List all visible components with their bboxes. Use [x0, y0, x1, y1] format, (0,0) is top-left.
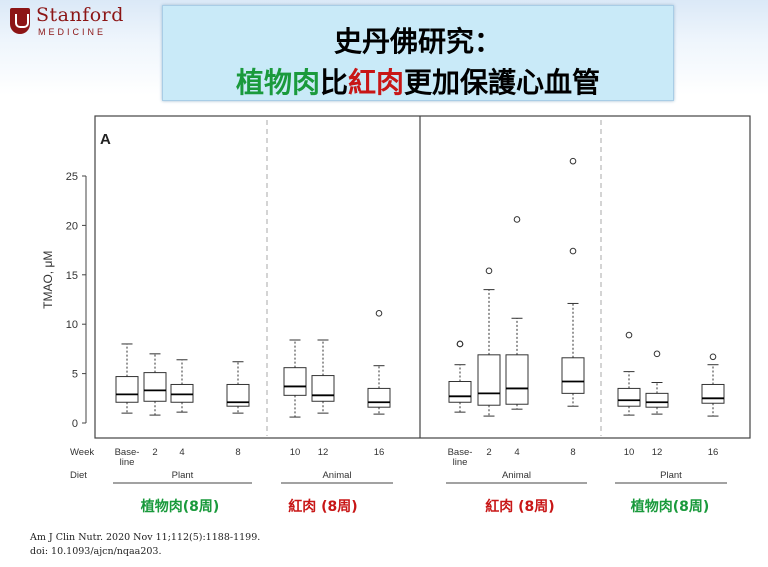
box [701, 383, 725, 404]
y-axis-title: TMAO, μM [41, 251, 55, 309]
title-plant-meat: 植物肉 [235, 66, 320, 99]
diet-label: Plant [660, 470, 682, 481]
diet-caption: 植物肉(8周) [140, 498, 220, 515]
week-label: 8 [235, 447, 240, 458]
week-label: 12 [652, 447, 663, 458]
week-label: 10 [624, 447, 635, 458]
week-label: 10 [290, 447, 301, 458]
box [448, 381, 472, 403]
title-compare: 比 [319, 66, 348, 99]
y-tick-label: 25 [66, 171, 78, 183]
box [226, 383, 250, 407]
diet-caption: 紅肉 (8周) [485, 498, 554, 515]
week-label: 12 [318, 447, 329, 458]
box [367, 387, 391, 408]
outlier-point [375, 310, 383, 317]
week-label: 16 [708, 447, 719, 458]
diet-label: Plant [172, 470, 194, 481]
box [143, 372, 167, 402]
outlier-point [569, 157, 577, 165]
y-tick-label: 5 [72, 369, 78, 381]
week-label: 2 [152, 447, 157, 458]
outlier-point [513, 216, 521, 223]
week-label: line [453, 457, 468, 468]
box [617, 387, 641, 407]
outlier-point [456, 340, 464, 348]
box [505, 354, 529, 405]
y-tick-label: 20 [66, 220, 78, 232]
y-tick-label: 0 [72, 418, 78, 430]
title-line-2: 植物肉比紅肉更加保護心血管 [163, 61, 673, 101]
y-tick-label: 10 [66, 319, 78, 331]
week-label: Base- [448, 447, 473, 458]
plot-frame [94, 115, 751, 439]
outlier-point [625, 331, 633, 339]
week-label: 4 [179, 447, 184, 458]
diet-label: Animal [502, 470, 531, 481]
title-line-1: 史丹佛研究： [333, 25, 502, 58]
reference-doi: doi: 10.1093/ajcn/nqaa203. [30, 546, 162, 557]
y-tick-label: 15 [66, 270, 78, 282]
box [561, 357, 585, 394]
week-label: Base- [115, 447, 140, 458]
box [477, 354, 501, 406]
outlier-point [653, 350, 661, 358]
diet-row-label: Diet [70, 470, 87, 481]
outlier-point [709, 353, 717, 361]
diet-label: Animal [322, 470, 351, 481]
diet-caption: 植物肉(8周) [630, 498, 710, 515]
title-box: 史丹佛研究： 植物肉比紅肉更加保護心血管 [162, 5, 674, 101]
stanford-shield-icon [10, 8, 30, 34]
logo-subtitle: MEDICINE [38, 27, 107, 37]
title-red-meat: 紅肉 [348, 66, 405, 99]
week-label: line [120, 457, 135, 468]
week-row-label: Week [70, 447, 94, 458]
title-conclusion: 更加保護心血管 [404, 66, 601, 99]
week-label: 2 [486, 447, 491, 458]
outlier-point [485, 267, 493, 275]
reference-citation: Am J Clin Nutr. 2020 Nov 11;112(5):1188-… [30, 532, 261, 543]
week-label: 8 [570, 447, 575, 458]
panel-label: A [100, 131, 111, 148]
chart-background [37, 112, 751, 498]
week-label: 16 [374, 447, 385, 458]
stanford-medicine-logo: Stanford MEDICINE [10, 4, 130, 40]
logo-name: Stanford [36, 4, 124, 26]
week-label: 4 [514, 447, 519, 458]
box [645, 392, 669, 408]
box [170, 383, 194, 403]
diet-caption: 紅肉 (8周) [288, 498, 357, 515]
box [115, 376, 139, 403]
outlier-point [569, 247, 577, 255]
box [283, 367, 307, 396]
box [311, 375, 335, 402]
